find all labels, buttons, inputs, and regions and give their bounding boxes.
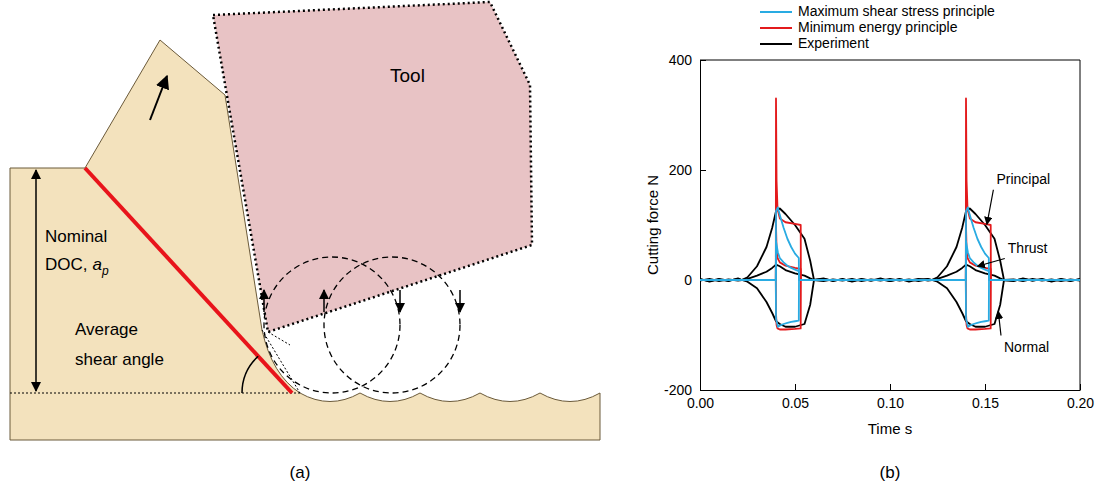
chart-panel: 0.000.050.100.150.20-2000200400Time sCut… (644, 3, 1094, 482)
annotations: Principal Thrust Normal (977, 171, 1050, 355)
x-tick-mark (1080, 384, 1081, 390)
y-tick: 200 (669, 162, 706, 178)
x-tick-label: 0.10 (877, 395, 904, 411)
y-axis-line (700, 61, 701, 391)
doc-label: Nominal (45, 227, 107, 246)
reference-line (10, 393, 300, 394)
plot-lines (700, 99, 1080, 330)
frame (1080, 60, 1081, 390)
annotation-label: Principal (996, 171, 1050, 187)
legend: Maximum shear stress principleMinimum en… (760, 3, 995, 51)
force-line-normal (700, 279, 1080, 327)
annotation-label: Normal (1004, 339, 1049, 355)
doc-symbol: a (93, 255, 102, 274)
y-tick-label: 200 (669, 162, 693, 178)
doc-subscript: p (101, 264, 109, 278)
figure: Tool Nominal DOC, ap Average shear angle (a) 0.… (0, 0, 1111, 491)
x-tick: 0.20 (1067, 384, 1094, 411)
y-tick-label: -200 (664, 382, 692, 398)
annotation-arrow (987, 190, 994, 225)
x-tick-label: 0.20 (1067, 395, 1094, 411)
legend-label: Experiment (798, 35, 869, 51)
tool (213, 2, 532, 332)
rotation-arrow (263, 290, 265, 312)
legend-label: Maximum shear stress principle (798, 3, 995, 19)
y-tick: -200 (664, 382, 706, 398)
legend-label: Minimum energy principle (798, 19, 958, 35)
y-tick: 400 (669, 52, 706, 68)
y-tick-mark (700, 170, 706, 171)
shear-label: Average (75, 320, 138, 339)
legend-swatch (760, 43, 792, 45)
doc-label: DOC, ap (45, 255, 109, 278)
y-tick-label: 400 (669, 52, 693, 68)
rotation-arrow (459, 290, 461, 312)
y-tick-label: 0 (684, 272, 692, 288)
diagram-panel: Tool Nominal DOC, ap Average shear angle (a) (10, 2, 600, 482)
tool-path-circle (264, 257, 400, 393)
x-axis-title: Time s (868, 420, 912, 437)
shear-label: shear angle (75, 350, 164, 369)
doc-label-text: DOC, (45, 255, 88, 274)
force-line-thrust (700, 225, 1080, 280)
annotation-arrow (998, 311, 1001, 335)
x-tick-mark (985, 384, 986, 390)
x-tick-mark (795, 384, 796, 390)
x-tick-label: 0.15 (972, 395, 999, 411)
legend-swatch (760, 11, 792, 13)
y-tick-mark (700, 390, 706, 391)
chip-flow-arrow (150, 76, 167, 120)
doc-arrow (35, 170, 37, 391)
force-line-principal (700, 209, 1080, 282)
rotation-arrow (323, 290, 325, 312)
annotation-arrow (977, 259, 1004, 267)
x-tick-label: 0.05 (782, 395, 809, 411)
x-tick: 0.10 (877, 384, 904, 411)
y-axis-title: Cutting force N (644, 175, 661, 275)
x-tick: 0.05 (782, 384, 809, 411)
shear-angle-arc (242, 356, 258, 393)
force-line-normal (700, 280, 1080, 330)
panel-caption: (a) (290, 463, 311, 482)
tool-path-circle (324, 257, 460, 393)
force-line-principal (700, 207, 1080, 280)
y-tick-mark (700, 60, 706, 61)
x-axis: 0.000.050.100.150.20 (687, 384, 1094, 411)
x-tick: 0.15 (972, 384, 999, 411)
x-axis-line (701, 390, 1081, 391)
panel-caption: (b) (880, 463, 901, 482)
force-line-principal (700, 99, 1080, 281)
rotation-arrow (399, 290, 401, 312)
y-axis: -200 0 200 400 (664, 52, 706, 398)
legend-swatch (760, 27, 792, 29)
force-line-normal (700, 280, 1080, 327)
frame (700, 60, 1080, 61)
x-tick-mark (890, 384, 891, 390)
tool-label: Tool (390, 65, 425, 86)
annotation-label: Thrust (1008, 240, 1048, 256)
